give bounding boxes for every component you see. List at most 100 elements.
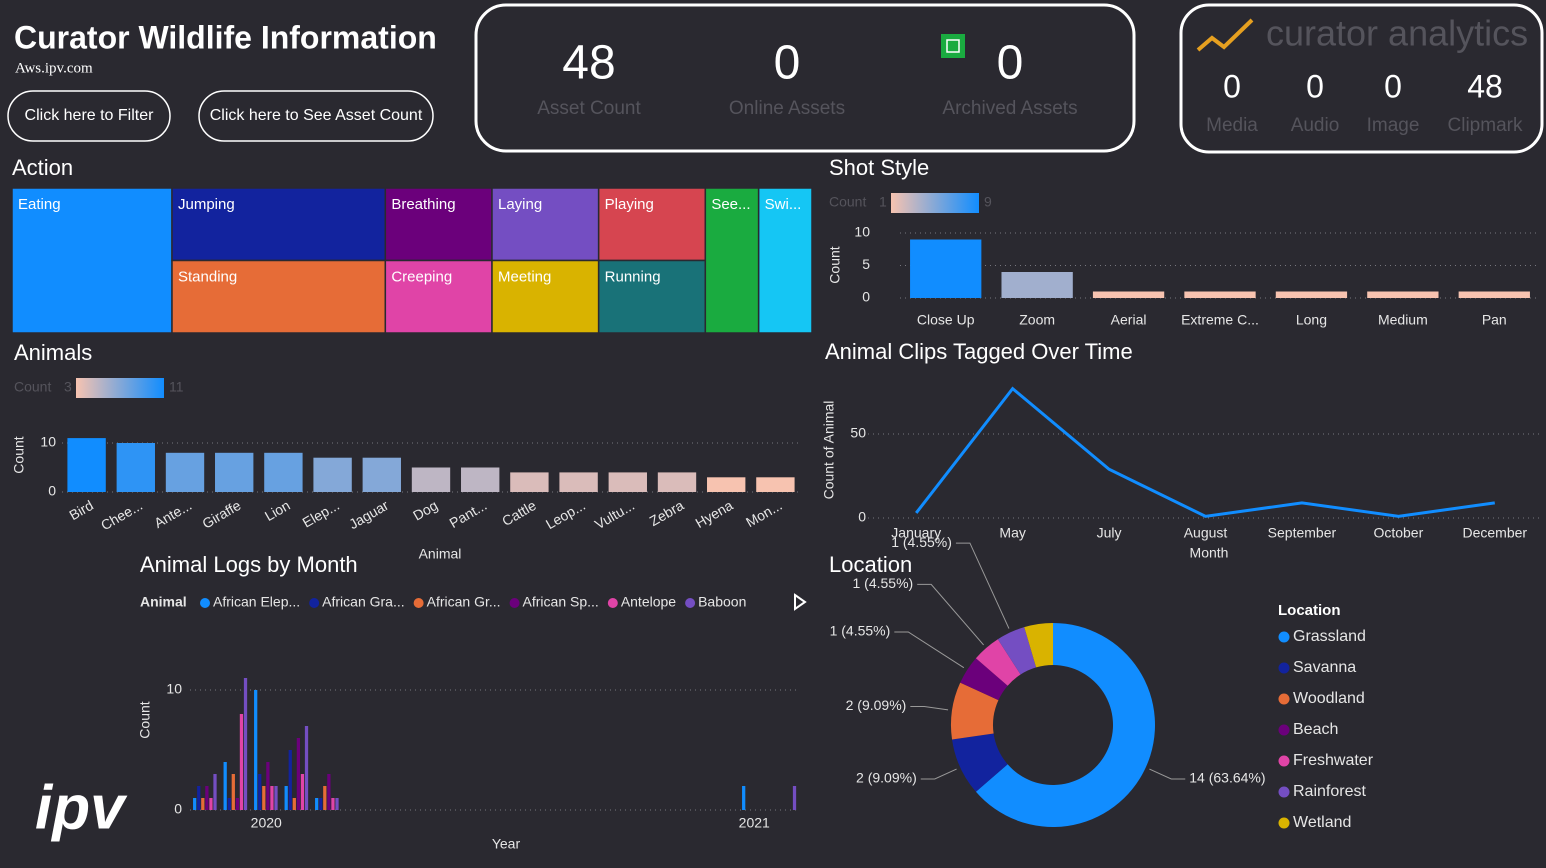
x-tick-label: Pan (1482, 312, 1507, 328)
filter-button[interactable] (7, 90, 171, 142)
bar (296, 738, 301, 810)
y-tick-label: 0 (174, 801, 182, 817)
asset-count-button[interactable] (198, 90, 434, 142)
asset-count-button-label[interactable]: Click here to See Asset Count (210, 107, 423, 124)
header-subtitle: Aws.ipv.com (15, 60, 93, 76)
treemap-cell (491, 259, 600, 334)
legend-swatch (200, 598, 210, 608)
legend-label: African Elep... (213, 594, 300, 610)
bar (215, 452, 254, 492)
treemap-cell (171, 259, 387, 334)
scale-min: 1 (879, 194, 887, 210)
leader-line (1149, 768, 1186, 780)
y-tick-label: 0 (862, 289, 870, 305)
chart-title: Animals (14, 340, 92, 365)
legend-swatch (1278, 755, 1290, 767)
legend-label: Freshwater (1293, 752, 1374, 769)
donut-slice (997, 627, 1037, 675)
bar (227, 798, 231, 810)
logo: ipv (35, 773, 128, 842)
bar (1367, 291, 1439, 298)
legend-swatch (309, 598, 320, 608)
donut-slice (975, 623, 1156, 827)
bar (231, 774, 235, 810)
bar (201, 798, 205, 810)
bar (254, 690, 258, 810)
treemap-label: Breathing (391, 196, 455, 213)
legend-swatch (607, 598, 618, 608)
legend-next-arrow[interactable] (794, 593, 807, 611)
x-tick-label: 2020 (251, 815, 282, 831)
scale-label: Count (829, 194, 866, 210)
analytics-value: 48 (1467, 68, 1503, 104)
scale-max: 11 (169, 379, 184, 395)
x-axis-label: Month (1190, 545, 1229, 561)
analytics-panel (1179, 3, 1544, 154)
analytics-value: 0 (1223, 68, 1241, 104)
legend-swatch (1278, 693, 1290, 705)
bar (197, 786, 201, 810)
bar (266, 762, 270, 810)
data-label: 1 (4.55%) (891, 534, 952, 550)
kpi-value: 0 (774, 37, 801, 90)
y-tick-label: 10 (40, 434, 56, 450)
kpi-value: 0 (997, 37, 1024, 90)
treemap-label: Jumping (178, 196, 235, 213)
bar (239, 714, 244, 810)
legend-swatch (1278, 786, 1290, 798)
x-tick-label: July (1097, 525, 1122, 541)
treemap-cell (11, 187, 173, 334)
legend-title: Animal (140, 594, 187, 610)
analytics-label: Image (1367, 115, 1420, 136)
data-label: 2 (9.09%) (846, 697, 907, 713)
legend-label: Rainforest (1293, 783, 1366, 800)
x-tick-label: Extreme C... (1181, 312, 1259, 328)
x-tick-label: May (999, 525, 1025, 541)
legend-label: Antelope (621, 594, 676, 610)
filter-button-label[interactable]: Click here to Filter (25, 107, 155, 124)
leader-line (917, 583, 984, 646)
analytics-value: 0 (1384, 68, 1402, 104)
x-tick-label: Close Up (917, 312, 975, 328)
y-tick-label: 10 (854, 224, 870, 240)
bar (274, 786, 278, 810)
treemap-label: Meeting (498, 268, 551, 285)
treemap-label: Running (605, 268, 661, 285)
x-tick-label: Long (1296, 312, 1327, 328)
treemap-label: See... (711, 196, 750, 213)
leader-line (910, 705, 949, 711)
analytics-icon (1196, 18, 1254, 52)
treemap-cell (597, 187, 707, 262)
scale-bar (891, 193, 979, 213)
bar (1001, 272, 1073, 298)
treemap-label: Swi... (765, 196, 802, 213)
analytics-value: 0 (1306, 68, 1324, 104)
x-tick-label: August (1184, 525, 1228, 541)
donut-slice (960, 658, 1008, 701)
x-tick-label: September (1268, 525, 1337, 541)
y-tick-label: 10 (166, 681, 182, 697)
bar (792, 786, 797, 810)
bar (559, 472, 598, 492)
treemap-label: Laying (498, 196, 542, 213)
bar (270, 786, 274, 810)
legend-label: African Gra... (322, 594, 404, 610)
bar (313, 457, 352, 492)
y-tick-label: 50 (850, 425, 866, 441)
kpi-panel (474, 3, 1136, 153)
treemap-label: Standing (178, 268, 237, 285)
donut-slice (975, 639, 1021, 686)
legend-label: African Sp... (523, 594, 599, 610)
x-axis-label: Year (492, 836, 521, 852)
kpi-label: Asset Count (537, 98, 641, 119)
donut-slice (952, 733, 1008, 792)
y-tick-label: 0 (48, 483, 56, 499)
bar (319, 798, 323, 810)
analytics-brand: curator analytics (1266, 13, 1528, 54)
bar (331, 798, 335, 810)
analytics-label: Clipmark (1448, 115, 1523, 136)
y-axis-label: Count (11, 436, 27, 473)
donut-slice (951, 682, 999, 740)
legend-label: Beach (1293, 721, 1338, 738)
bar (284, 786, 288, 810)
